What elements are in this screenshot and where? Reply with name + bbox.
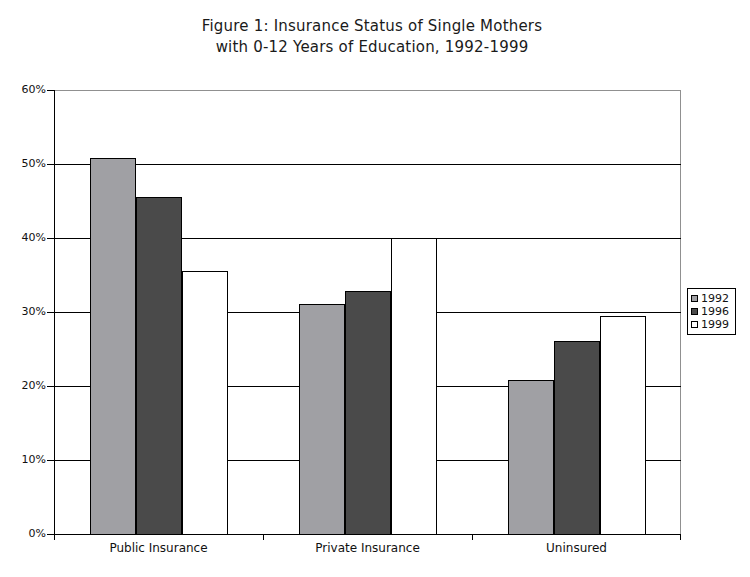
y-tick [47,90,54,91]
y-axis-label: 0% [6,528,46,540]
y-axis-label: 30% [6,306,46,318]
y-axis-label: 20% [6,380,46,392]
y-axis-label: 40% [6,232,46,244]
chart-figure: Figure 1: Insurance Status of Single Mot… [0,0,750,577]
x-tick [472,535,473,540]
legend-label: 1999 [701,318,729,331]
x-tick [680,535,681,540]
y-tick [47,164,54,165]
bar-1992-uninsured [508,380,554,535]
legend-label: 1996 [701,305,729,318]
category-label-uninsured: Uninsured [472,541,681,555]
bar-1996-private-insurance [345,291,391,535]
chart-title-line-2: with 0-12 Years of Education, 1992-1999 [0,37,744,58]
legend: 1992 1996 1999 [687,288,736,335]
y-axis-label: 60% [6,84,46,96]
y-tick [47,386,54,387]
category-label-private-insurance: Private Insurance [263,541,472,555]
bar-1996-public-insurance [136,197,182,535]
x-axis-line [47,534,681,535]
bar-1992-private-insurance [299,304,345,535]
y-tick [47,460,54,461]
y-axis-label: 10% [6,454,46,466]
bar-1999-private-insurance [391,238,437,535]
legend-item-1992: 1992 [691,292,735,305]
bar-1999-uninsured [600,316,646,535]
plot-area [54,90,681,535]
gridline [55,164,681,165]
chart-title-line-1: Figure 1: Insurance Status of Single Mot… [0,16,744,37]
legend-item-1996: 1996 [691,305,735,318]
y-axis-line [54,90,55,540]
chart-title: Figure 1: Insurance Status of Single Mot… [0,16,744,58]
bar-1999-public-insurance [182,271,228,535]
x-tick [54,535,55,540]
y-tick [47,238,54,239]
bar-1992-public-insurance [90,158,136,535]
legend-label: 1992 [701,292,729,305]
legend-item-1999: 1999 [691,318,735,331]
legend-marker-icon [691,321,698,328]
legend-marker-icon [691,295,698,302]
plot-border-top [54,90,681,91]
y-tick [47,312,54,313]
x-tick [263,535,264,540]
bar-1996-uninsured [554,341,600,535]
y-tick [47,534,54,535]
legend-marker-icon [691,308,698,315]
category-label-public-insurance: Public Insurance [54,541,263,555]
y-axis-label: 50% [6,158,46,170]
